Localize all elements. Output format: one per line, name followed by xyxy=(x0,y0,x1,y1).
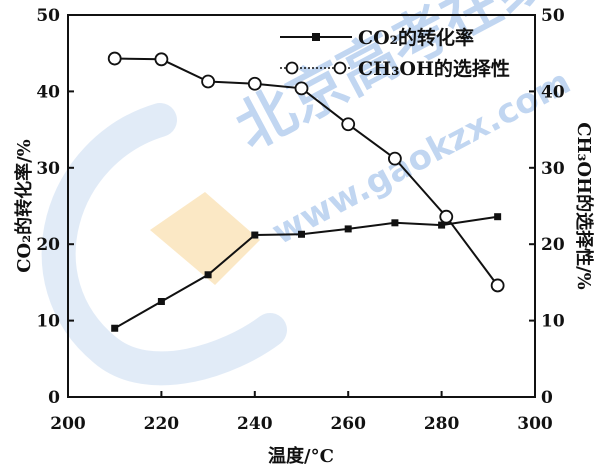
y-left-tick-label: 0 xyxy=(48,388,60,408)
ch3oh-point-7 xyxy=(439,209,454,224)
y-left-tick-label: 40 xyxy=(36,82,60,102)
legend-label-ch3oh: CH₃OH的选择性 xyxy=(358,57,510,80)
co2-point-8 xyxy=(494,213,502,221)
x-tick-label: 280 xyxy=(424,414,460,434)
y-axis-left-title: CO₂的转化率/% xyxy=(13,139,35,273)
x-tick-label: 220 xyxy=(144,414,180,434)
ch3oh-point-6 xyxy=(387,151,402,166)
x-tick-label: 240 xyxy=(237,414,273,434)
x-tick-label: 300 xyxy=(517,414,553,434)
watermark-brand: 北京高考在线 xyxy=(225,0,564,162)
y-right-tick-label: 10 xyxy=(541,312,565,332)
y-axis-right-title: CH₃OH的选择性/% xyxy=(573,122,595,290)
y-right-tick-label: 20 xyxy=(541,235,565,255)
legend-marker-ch3oh-left xyxy=(285,61,299,75)
co2-point-4 xyxy=(298,230,305,238)
ch3oh-point-4 xyxy=(294,81,309,96)
watermark: 北京高考在线 www.gaokzx.com xyxy=(41,0,577,386)
ch3oh-point-8 xyxy=(490,278,505,293)
co2-point-5 xyxy=(344,225,352,233)
watermark-chevron xyxy=(150,192,260,285)
y-left-tick-label: 30 xyxy=(36,159,60,179)
co2-point-6 xyxy=(391,219,399,227)
series-markers xyxy=(107,51,505,332)
y-left-tick-label: 10 xyxy=(36,312,60,332)
y-right-tick-label: 40 xyxy=(541,82,565,102)
co2-point-7 xyxy=(438,221,446,229)
co2-point-2 xyxy=(204,271,212,279)
y-axis-left: 0 10 20 30 40 50 xyxy=(36,6,74,408)
y-right-tick-label: 30 xyxy=(541,159,565,179)
co2-point-3 xyxy=(251,231,259,239)
legend-marker-ch3oh-right xyxy=(333,61,347,75)
y-right-tick-label: 50 xyxy=(541,6,565,26)
y-left-tick-label: 20 xyxy=(36,235,60,255)
x-axis: 200 220 240 260 280 300 xyxy=(50,391,553,434)
x-tick-label: 260 xyxy=(330,414,366,434)
plot-frame xyxy=(67,14,536,398)
ch3oh-point-0 xyxy=(107,51,122,66)
ch3oh-point-5 xyxy=(341,117,356,132)
y-left-tick-label: 50 xyxy=(36,6,60,26)
legend-marker-co2 xyxy=(312,33,320,41)
co2-point-1 xyxy=(157,298,165,305)
ch3oh-point-3 xyxy=(247,76,262,91)
watermark-arc xyxy=(41,103,287,386)
x-axis-title: 温度/°C xyxy=(268,445,334,467)
co2-point-0 xyxy=(111,324,119,332)
legend-label-co2: CO₂的转化率 xyxy=(358,26,474,49)
x-tick-label: 200 xyxy=(50,414,86,434)
y-right-tick-label: 0 xyxy=(541,388,553,408)
y-axis-right: 0 10 20 30 40 50 xyxy=(529,6,565,408)
ch3oh-point-2 xyxy=(201,74,216,89)
legend: CO₂的转化率 CH₃OH的选择性 xyxy=(280,26,510,80)
ch3oh-point-1 xyxy=(154,52,169,67)
